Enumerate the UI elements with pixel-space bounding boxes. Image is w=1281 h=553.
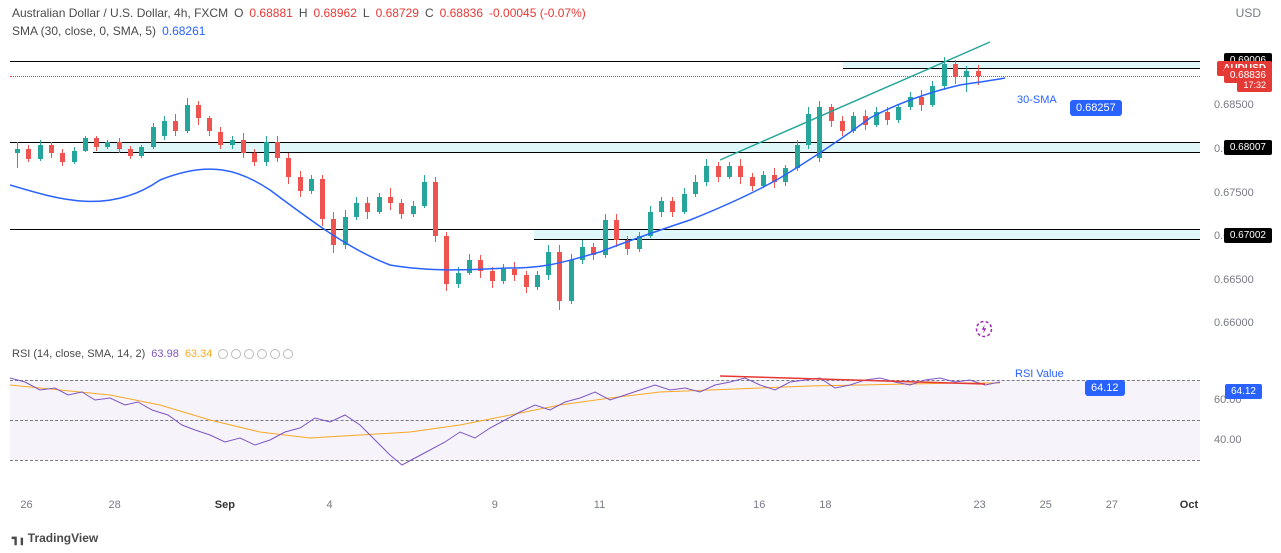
time-tick: 16 <box>753 499 765 511</box>
ohlc-c-label: C <box>425 6 434 20</box>
ohlc-change: -0.00045 (-0.07%) <box>489 6 586 20</box>
current-price-line <box>10 76 1200 77</box>
tradingview-logo[interactable]: ┓╻ TradingView <box>12 531 98 545</box>
time-tick: 28 <box>109 499 121 511</box>
price-tag: 0.68007 <box>1224 140 1272 155</box>
symbol-title[interactable]: Australian Dollar / U.S. Dollar, 4h, FXC… <box>12 6 228 20</box>
ohlc-l-label: L <box>363 6 370 20</box>
main-price-chart[interactable]: 30-SMA 0.68257 <box>10 40 1200 345</box>
support-resistance-zone <box>93 142 1200 153</box>
price-tick: 0.66000 <box>1214 317 1254 329</box>
rsi-level-line <box>10 460 1200 461</box>
time-axis[interactable]: 26 28 Sep 4 9 11 16 18 23 25 27 Oct <box>10 495 1200 520</box>
time-tick: Sep <box>215 499 235 511</box>
horizontal-level-line <box>10 61 1200 62</box>
time-tick: 25 <box>1040 499 1052 511</box>
rsi-value-tag: 64.12 <box>1225 384 1262 399</box>
price-tag: 0.67002 <box>1224 228 1272 243</box>
ohlc-l-val: 0.68729 <box>376 6 419 20</box>
time-tick: 4 <box>326 499 332 511</box>
time-tick: Oct <box>1180 499 1198 511</box>
time-tick: 11 <box>594 499 605 511</box>
rsi-annotation-label: RSI Value <box>1015 368 1064 380</box>
ohlc-o-label: O <box>234 6 243 20</box>
sma-value: 0.68261 <box>162 24 205 38</box>
rsi-annotation-value: 64.12 <box>1085 380 1125 396</box>
support-resistance-zone <box>843 61 1200 68</box>
sma-title[interactable]: SMA (30, close, 0, SMA, 5) <box>12 24 156 38</box>
sma-line <box>10 78 1005 270</box>
indicator-header-rsi: RSI (14, close, SMA, 14, 2) 63.98 63.34 <box>12 348 293 360</box>
price-tag: 17:32 <box>1237 78 1272 92</box>
rsi-title[interactable]: RSI (14, close, SMA, 14, 2) <box>12 348 145 360</box>
sma-annotation-label: 30-SMA <box>1015 93 1059 107</box>
rsi-axis[interactable]: 40.0060.0064.12 <box>1200 350 1280 490</box>
horizontal-level-line <box>10 142 1200 143</box>
currency-label: USD <box>1236 6 1261 20</box>
ohlc-h-label: H <box>299 6 308 20</box>
chart-container: Australian Dollar / U.S. Dollar, 4h, FXC… <box>0 0 1281 553</box>
ohlc-c-val: 0.68836 <box>440 6 483 20</box>
indicator-header-sma: SMA (30, close, 0, SMA, 5) 0.68261 <box>12 24 205 38</box>
rsi-level-line <box>10 380 1200 381</box>
rsi-level-line <box>10 420 1200 421</box>
time-tick: 27 <box>1106 499 1118 511</box>
sma-annotation-value: 0.68257 <box>1070 100 1122 116</box>
time-tick: 9 <box>492 499 498 511</box>
ohlc-o-val: 0.68881 <box>249 6 292 20</box>
rsi-tick: 40.00 <box>1214 434 1242 446</box>
price-tick: 0.68500 <box>1214 99 1254 111</box>
price-axis[interactable]: 0.660000.665000.670000.675000.680000.685… <box>1200 40 1280 345</box>
chart-header: Australian Dollar / U.S. Dollar, 4h, FXC… <box>12 6 586 20</box>
rsi-v1: 63.98 <box>151 348 179 360</box>
time-tick: 18 <box>819 499 831 511</box>
ohlc-h-val: 0.68962 <box>313 6 356 20</box>
rsi-v2: 63.34 <box>185 348 213 360</box>
price-tick: 0.66500 <box>1214 274 1254 286</box>
time-tick: 26 <box>20 499 32 511</box>
flash-icon[interactable] <box>975 320 993 338</box>
price-tick: 0.67500 <box>1214 187 1254 199</box>
support-resistance-zone <box>534 229 1200 240</box>
indicator-settings-icons[interactable] <box>218 349 293 359</box>
rsi-chart[interactable]: RSI Value 64.12 <box>10 350 1200 490</box>
time-tick: 23 <box>974 499 986 511</box>
